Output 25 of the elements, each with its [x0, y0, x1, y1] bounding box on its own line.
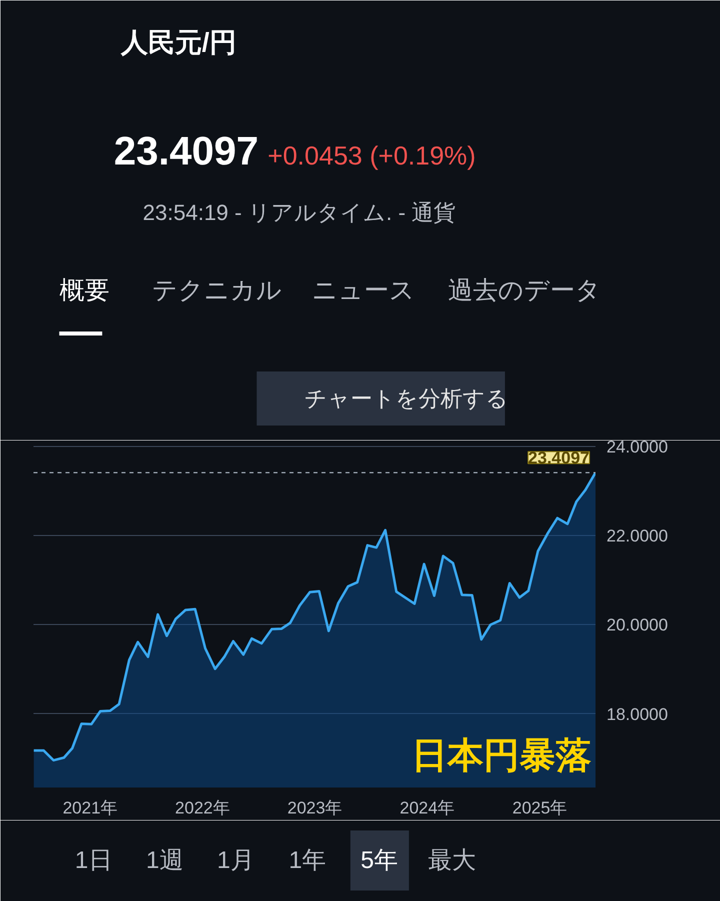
text: 1日 [74, 847, 112, 874]
x-tick-label: 2022年 [175, 798, 230, 818]
text: ニュース [312, 276, 416, 304]
chart-subtitle: 23.4097 [114, 130, 258, 174]
text: 1月 [216, 847, 254, 874]
x-tick-label: 2024年 [400, 798, 455, 818]
text: 5年 [360, 847, 398, 874]
y-tick-label: 18.0000 [606, 704, 668, 724]
annotation: 日本円暴落 [412, 734, 592, 776]
y-tick-label: 20.0000 [606, 616, 668, 635]
text: 概要 [59, 276, 110, 304]
x-tick-label: 2021年 [62, 798, 118, 818]
ref-line-label: 23.4097 [528, 448, 590, 468]
chart-title: 人民元/円 [120, 28, 236, 58]
y-tick-label: 24.0000 [606, 438, 668, 456]
x-tick-label: 2023年 [287, 798, 342, 818]
text: 23:54:19 - リアルタイム. - 通貨 [142, 200, 456, 225]
text: 最大 [428, 847, 476, 874]
text: +0.0453 (+0.19%) [268, 140, 476, 170]
text: 1週 [146, 847, 184, 874]
text: テクニカル [152, 276, 282, 304]
text: 1年 [288, 847, 326, 874]
x-tick-label: 2025年 [512, 798, 568, 818]
text: チャートを分析する [304, 386, 508, 411]
y-tick-label: 22.0000 [606, 526, 668, 546]
